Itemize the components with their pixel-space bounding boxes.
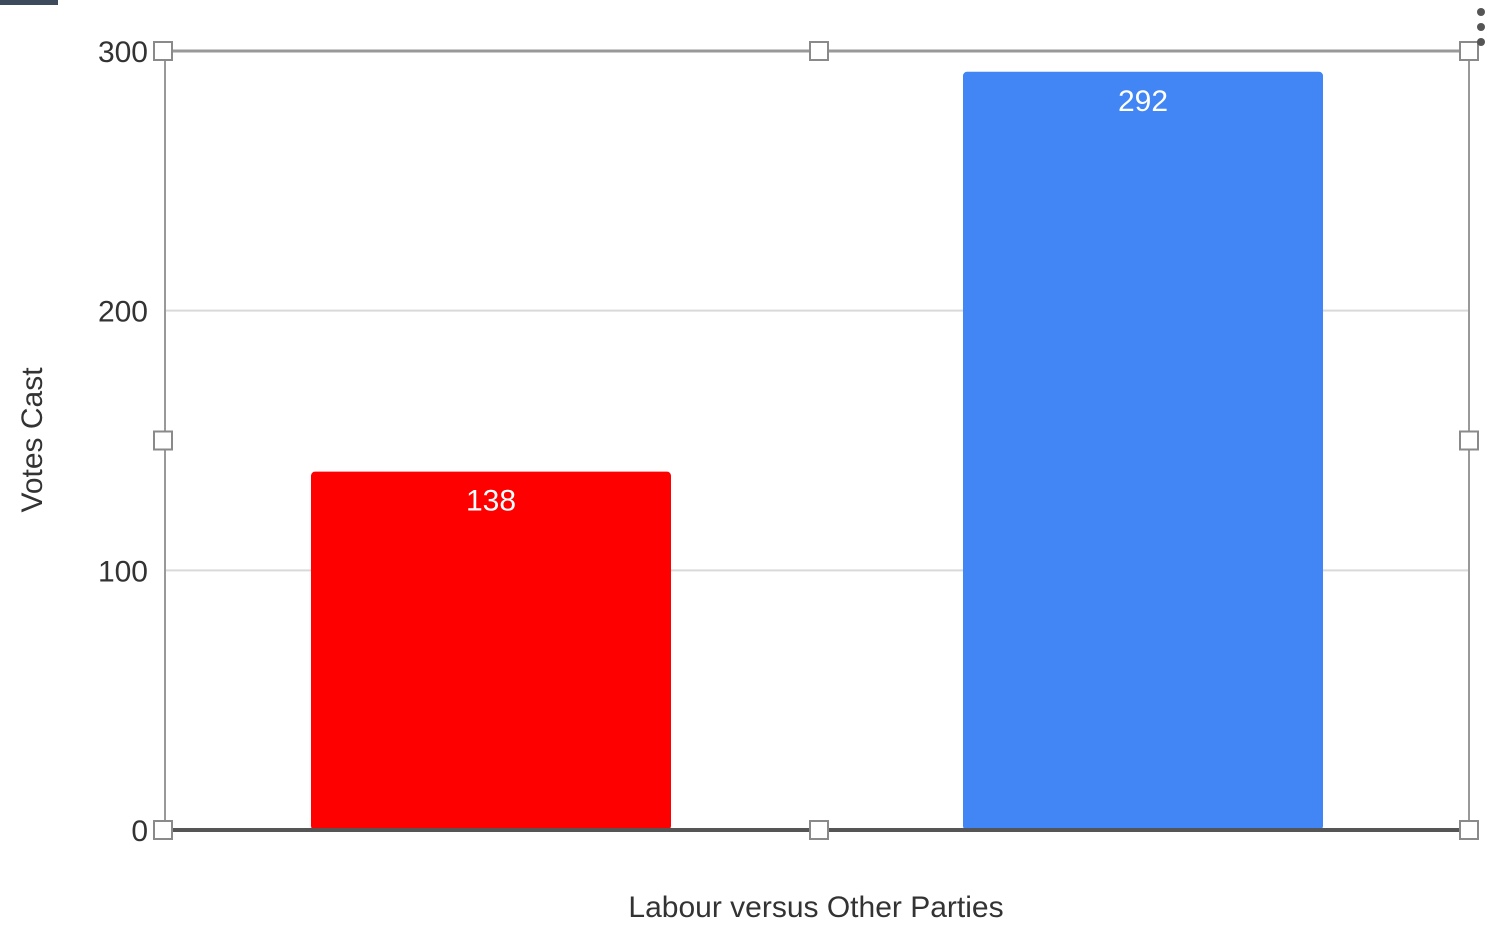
y-axis-title: Votes Cast — [16, 367, 49, 513]
data-label: 292 — [1118, 85, 1168, 118]
resize-handle[interactable] — [1459, 820, 1479, 840]
menu-dot — [1477, 23, 1485, 31]
data-labels: 138 292 — [466, 85, 1168, 518]
y-tick-label: 0 — [131, 815, 148, 848]
resize-handle[interactable] — [153, 41, 173, 61]
menu-dot — [1477, 38, 1485, 46]
data-label: 138 — [466, 485, 516, 518]
resize-handle[interactable] — [809, 41, 829, 61]
bars — [311, 71, 1323, 831]
resize-handle[interactable] — [1459, 41, 1479, 61]
y-tick-label: 200 — [98, 296, 148, 329]
y-tick-label: 300 — [98, 36, 148, 69]
bar[interactable] — [963, 71, 1323, 831]
resize-handle[interactable] — [1459, 430, 1479, 451]
resize-handle[interactable] — [153, 820, 173, 840]
y-tick-labels: 0 100 200 300 — [98, 36, 148, 848]
menu-dot — [1477, 8, 1485, 16]
y-tick-label: 100 — [98, 555, 148, 588]
bar[interactable] — [311, 471, 671, 830]
resize-handle[interactable] — [809, 820, 829, 840]
resize-handle[interactable] — [153, 430, 173, 451]
x-axis-title: Labour versus Other Parties — [628, 891, 1003, 922]
resize-handles[interactable] — [153, 41, 1479, 840]
more-vert-icon[interactable] — [1477, 8, 1485, 46]
corner-tab — [0, 0, 58, 5]
